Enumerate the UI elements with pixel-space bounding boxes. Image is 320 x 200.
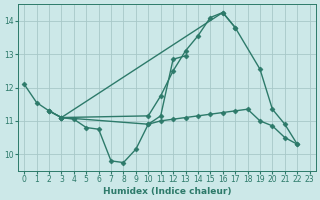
X-axis label: Humidex (Indice chaleur): Humidex (Indice chaleur) bbox=[103, 187, 231, 196]
